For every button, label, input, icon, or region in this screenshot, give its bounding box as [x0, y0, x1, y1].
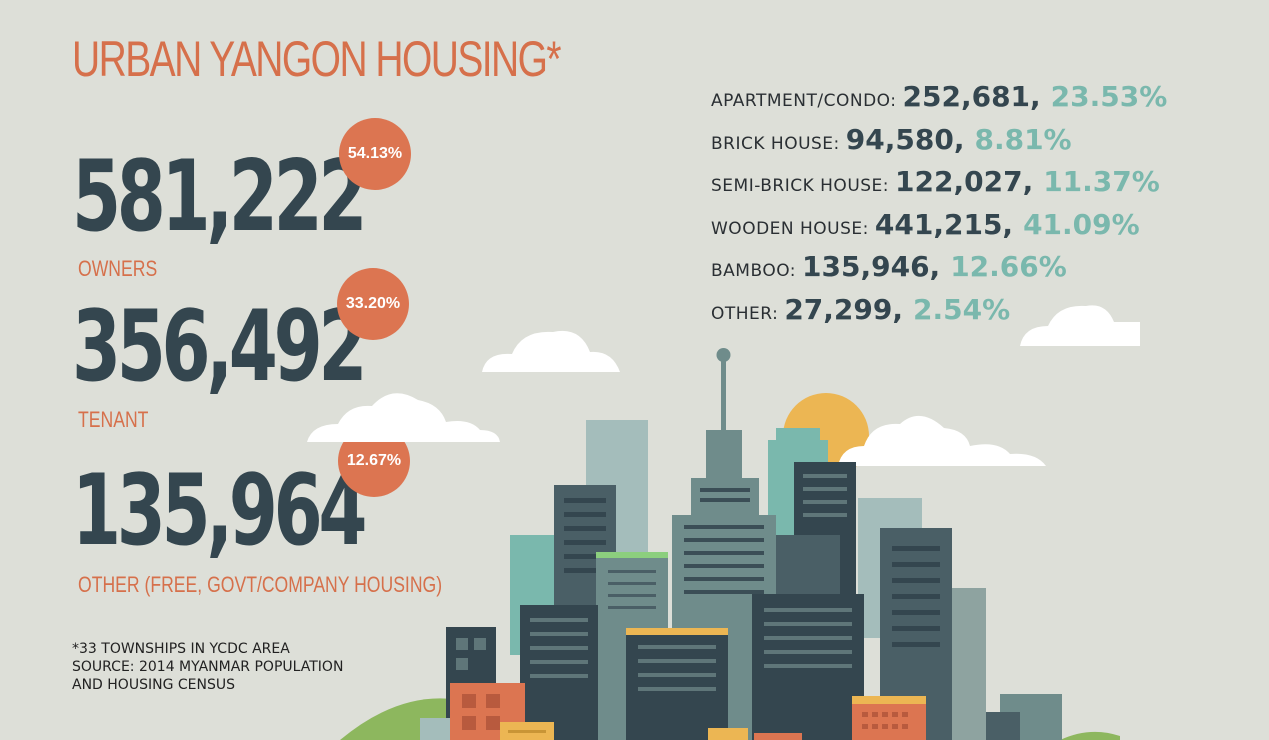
housing-type-count: 27,299,	[784, 292, 903, 326]
footnote-line: AND HOUSING CENSUS	[72, 677, 235, 693]
housing-type-label: SEMI-BRICK HOUSE:	[711, 176, 890, 196]
housing-type-row: WOODEN HOUSE: 441,215, 41.09%	[711, 208, 1167, 251]
housing-type-row: BRICK HOUSE: 94,580, 8.81%	[711, 123, 1167, 166]
housing-type-row: OTHER: 27,299, 2.54%	[711, 293, 1167, 336]
housing-type-list: APARTMENT/CONDO: 252,681, 23.53% BRICK H…	[711, 80, 1167, 335]
housing-type-row: SEMI-BRICK HOUSE: 122,027, 11.37%	[711, 165, 1167, 208]
housing-type-row: BAMBOO: 135,946, 12.66%	[711, 250, 1167, 293]
housing-type-percent: 23.53%	[1050, 80, 1168, 113]
cloud-icon	[482, 330, 620, 372]
tenant-percent-badge: 33.20%	[337, 268, 409, 340]
housing-type-count: 252,681,	[902, 80, 1041, 113]
housing-type-label: BAMBOO:	[711, 261, 797, 281]
housing-type-percent: 41.09%	[1023, 207, 1140, 241]
housing-type-percent: 2.54%	[913, 292, 1011, 326]
page-title: URBAN YANGON HOUSING*	[72, 31, 562, 87]
housing-type-count: 94,580,	[845, 122, 965, 156]
footnote-line: *33 TOWNSHIPS IN YCDC AREA	[72, 641, 290, 657]
cloud-icon	[838, 415, 1046, 466]
other-tenure-count: 135,964	[72, 454, 367, 568]
owners-percent-badge: 54.13%	[339, 118, 411, 190]
cloud-icon	[307, 393, 500, 442]
housing-type-label: OTHER:	[711, 303, 779, 324]
housing-type-percent: 12.66%	[950, 250, 1067, 283]
footnote-line: SOURCE: 2014 MYANMAR POPULATION	[72, 659, 344, 675]
housing-type-label: WOODEN HOUSE:	[711, 218, 869, 239]
footnote: *33 TOWNSHIPS IN YCDC AREA SOURCE: 2014 …	[72, 640, 372, 694]
cloud-icon	[1020, 305, 1140, 346]
housing-type-count: 122,027,	[895, 165, 1034, 198]
owners-count: 581,222	[72, 140, 367, 254]
housing-type-row: APARTMENT/CONDO: 252,681, 23.53%	[711, 80, 1167, 123]
tenant-label: TENANT	[78, 407, 149, 432]
housing-type-label: APARTMENT/CONDO:	[711, 91, 897, 111]
housing-type-label: BRICK HOUSE:	[711, 133, 840, 154]
other-tenure-label: OTHER (FREE, GOVT/COMPANY HOUSING)	[78, 572, 443, 597]
owners-label: OWNERS	[78, 256, 158, 281]
housing-type-percent: 8.81%	[974, 122, 1072, 156]
housing-type-percent: 11.37%	[1043, 165, 1160, 198]
tenant-count: 356,492	[72, 290, 367, 404]
housing-type-count: 441,215,	[874, 207, 1014, 241]
housing-type-count: 135,946,	[802, 250, 941, 283]
